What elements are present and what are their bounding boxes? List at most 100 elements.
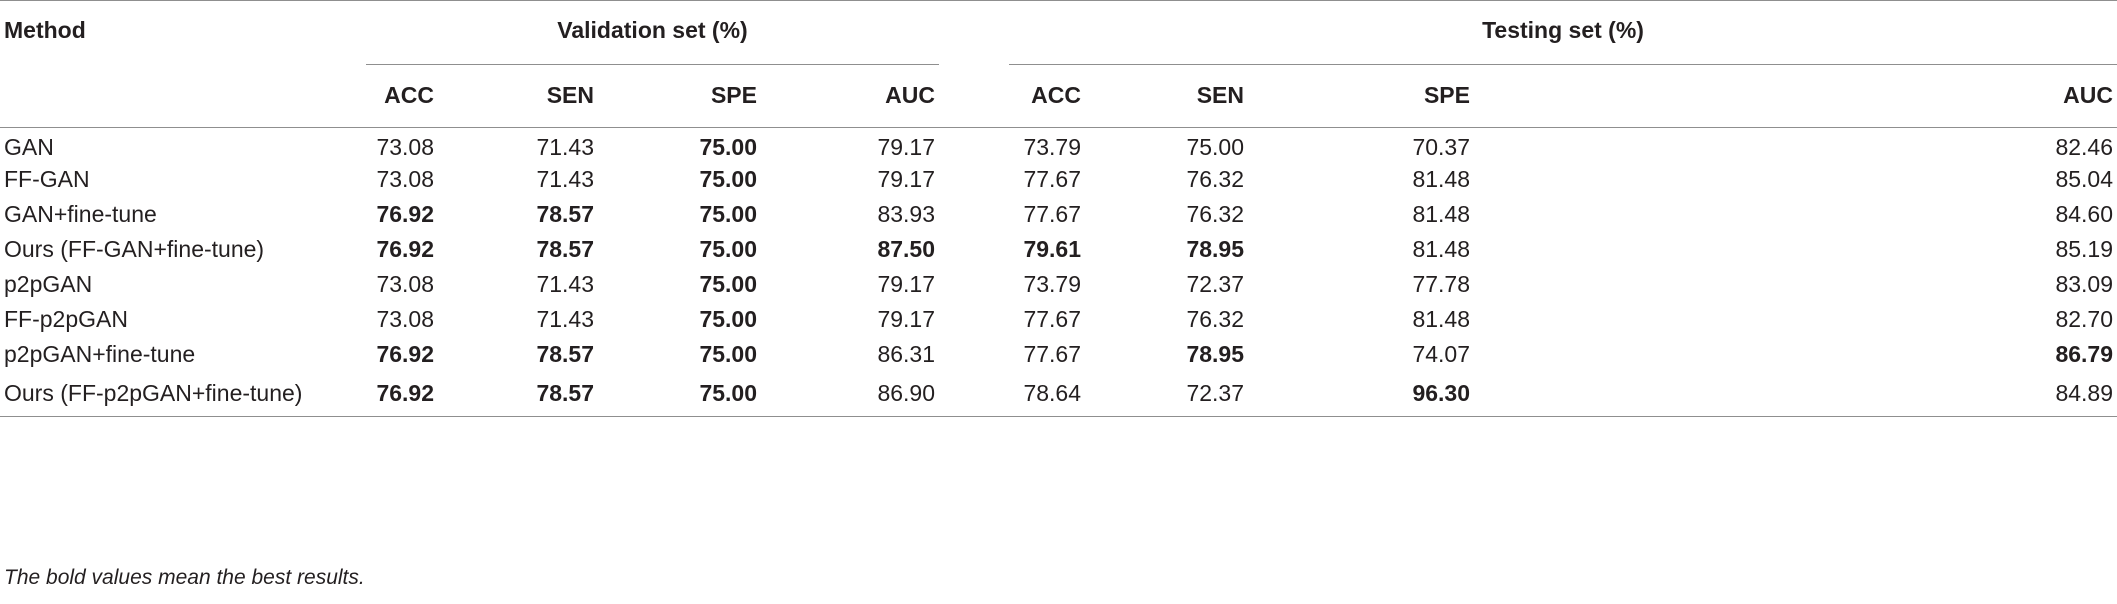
row-spacer: [939, 302, 1009, 337]
val-acc-value: 76.92: [376, 201, 434, 227]
val-spe-header: SPE: [710, 82, 757, 109]
method-name: Ours (FF-GAN+fine-tune): [4, 236, 265, 262]
row-spacer: [939, 232, 1009, 267]
test-sen-value: 76.32: [1186, 166, 1244, 192]
test-sen-value: 72.37: [1186, 271, 1244, 297]
val-spe-value: 75.00: [699, 166, 757, 192]
test-auc-value: 82.70: [2055, 306, 2113, 332]
table-row: FF-GAN 73.08 71.43 75.00 79.17 77.67 76.…: [0, 162, 2117, 197]
test-auc-value: 85.19: [2055, 236, 2113, 262]
val-auc-value: 79.17: [877, 166, 935, 192]
table-row: GAN+fine-tune 76.92 78.57 75.00 83.93 77…: [0, 197, 2117, 232]
val-spe-value: 75.00: [699, 201, 757, 227]
test-spe-value: 81.48: [1412, 201, 1470, 227]
val-sen-value: 71.43: [536, 306, 594, 332]
testing-set-label: Testing set (%): [1482, 17, 1644, 43]
metric-header-row: ACC SEN SPE AUC ACC SEN SPE AUC: [0, 65, 2117, 127]
test-sen-value: 78.95: [1186, 236, 1244, 262]
val-sen-value: 71.43: [536, 134, 594, 161]
test-spe-value: 81.48: [1412, 236, 1470, 262]
val-sen-value: 71.43: [536, 166, 594, 192]
table-row: FF-p2pGAN 73.08 71.43 75.00 79.17 77.67 …: [0, 302, 2117, 337]
row-spacer: [939, 337, 1009, 372]
test-spe-value: 70.37: [1412, 134, 1470, 161]
val-acc-value: 73.08: [376, 306, 434, 332]
test-sen-value: 78.95: [1186, 341, 1244, 367]
test-acc-value: 77.67: [1023, 341, 1081, 367]
test-acc-header: ACC: [1031, 82, 1081, 109]
val-acc-value: 76.92: [376, 236, 434, 262]
val-auc-value: 79.17: [877, 271, 935, 297]
val-spe-value: 75.00: [699, 341, 757, 367]
method-name: GAN+fine-tune: [4, 201, 157, 227]
table-row: GAN 73.08 71.43 75.00 79.17 73.79 75.00 …: [0, 127, 2117, 162]
method-header: Method: [4, 17, 86, 43]
val-sen-value: 71.43: [536, 271, 594, 297]
method-name: Ours (FF-p2pGAN+fine-tune): [0, 372, 366, 417]
val-auc-value: 87.50: [877, 236, 935, 262]
row-spacer: [939, 372, 1009, 417]
method-name: p2pGAN: [4, 271, 93, 297]
sub-spacer: [939, 65, 1009, 127]
test-acc-value: 78.64: [1009, 372, 1085, 417]
group-spacer: [939, 1, 1009, 66]
test-auc-value: 84.89: [1474, 372, 2117, 417]
val-spe-value: 75.00: [598, 372, 761, 417]
test-spe-value: 77.78: [1412, 271, 1470, 297]
test-acc-value: 79.61: [1023, 236, 1081, 262]
test-sen-value: 75.00: [1186, 134, 1244, 161]
validation-set-header: Validation set (%): [366, 1, 939, 65]
val-acc-value: 73.08: [376, 134, 434, 161]
test-auc-value: 84.60: [2055, 201, 2113, 227]
val-spe-value: 75.00: [699, 134, 757, 161]
test-sen-value: 76.32: [1186, 201, 1244, 227]
test-auc-value: 85.04: [2055, 166, 2113, 192]
row-spacer: [939, 197, 1009, 232]
test-auc-header: AUC: [2063, 82, 2113, 109]
val-sen-value: 78.57: [536, 201, 594, 227]
val-acc-value: 73.08: [376, 166, 434, 192]
table-footnote: The bold values mean the best results.: [4, 566, 365, 589]
method-name: GAN: [4, 134, 54, 161]
val-acc-header: ACC: [384, 82, 434, 109]
test-acc-value: 73.79: [1023, 271, 1081, 297]
results-table: Method Validation set (%) Testing set (%…: [0, 0, 2117, 417]
test-acc-value: 77.67: [1023, 306, 1081, 332]
test-spe-value: 81.48: [1412, 306, 1470, 332]
val-acc-value: 76.92: [376, 341, 434, 367]
method-name: FF-p2pGAN: [4, 306, 128, 332]
table-row: p2pGAN 73.08 71.43 75.00 79.17 73.79 72.…: [0, 267, 2117, 302]
val-acc-value: 76.92: [366, 372, 438, 417]
table-row: p2pGAN+fine-tune 76.92 78.57 75.00 86.31…: [0, 337, 2117, 372]
val-acc-value: 73.08: [376, 271, 434, 297]
val-auc-header: AUC: [885, 82, 935, 109]
val-auc-value: 79.17: [877, 306, 935, 332]
table-row: Ours (FF-p2pGAN+fine-tune) 76.92 78.57 7…: [0, 372, 2117, 417]
row-spacer: [939, 162, 1009, 197]
test-acc-value: 77.67: [1023, 201, 1081, 227]
row-spacer: [939, 267, 1009, 302]
test-auc-value: 83.09: [2055, 271, 2113, 297]
test-auc-value: 82.46: [2055, 134, 2113, 161]
val-spe-value: 75.00: [699, 271, 757, 297]
val-auc-value: 83.93: [877, 201, 935, 227]
val-sen-value: 78.57: [438, 372, 598, 417]
group-header-row: Method Validation set (%) Testing set (%…: [0, 0, 2117, 66]
testing-set-rule: [1009, 64, 2117, 65]
test-acc-value: 73.79: [1023, 134, 1081, 161]
test-auc-value: 86.79: [2055, 341, 2113, 367]
val-spe-value: 75.00: [699, 236, 757, 262]
val-sen-header: SEN: [546, 82, 594, 109]
validation-set-rule: [366, 64, 939, 65]
table-row: Ours (FF-GAN+fine-tune) 76.92 78.57 75.0…: [0, 232, 2117, 267]
test-spe-value: 74.07: [1412, 341, 1470, 367]
validation-set-label: Validation set (%): [557, 17, 748, 43]
test-spe-value: 96.30: [1248, 372, 1474, 417]
val-spe-value: 75.00: [699, 306, 757, 332]
method-name: p2pGAN+fine-tune: [4, 341, 196, 367]
test-sen-value: 72.37: [1085, 372, 1248, 417]
method-name: FF-GAN: [4, 166, 90, 192]
test-sen-value: 76.32: [1186, 306, 1244, 332]
test-acc-value: 77.67: [1023, 166, 1081, 192]
val-auc-value: 86.31: [877, 341, 935, 367]
